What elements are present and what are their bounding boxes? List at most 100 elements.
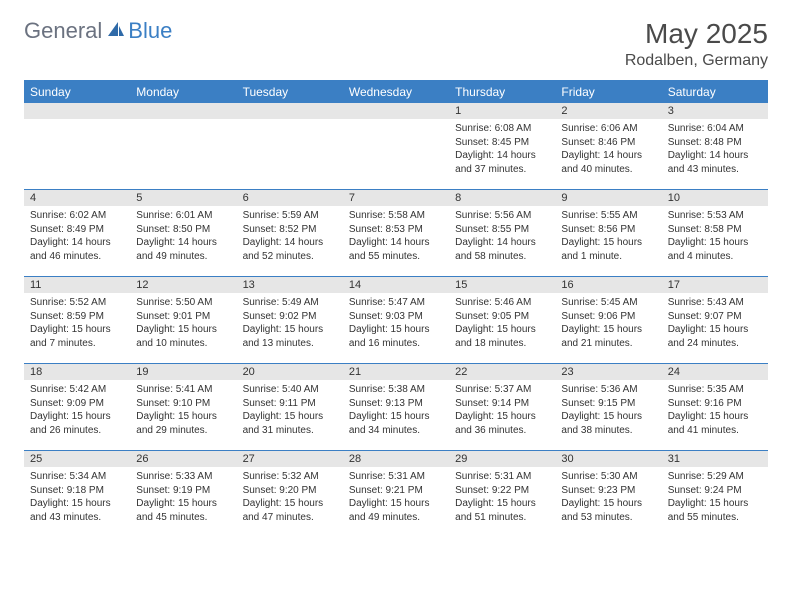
sunrise-text: Sunrise: 5:56 AM [455, 209, 549, 223]
daylight-text: Daylight: 14 hours and 37 minutes. [455, 149, 549, 176]
sunrise-text: Sunrise: 5:37 AM [455, 383, 549, 397]
day-details: Sunrise: 5:35 AMSunset: 9:16 PMDaylight:… [662, 380, 768, 441]
sunset-text: Sunset: 9:11 PM [243, 397, 337, 411]
day-number: 10 [662, 190, 768, 206]
day-cell: 16Sunrise: 5:45 AMSunset: 9:06 PMDayligh… [555, 277, 661, 363]
day-details: Sunrise: 5:49 AMSunset: 9:02 PMDaylight:… [237, 293, 343, 354]
sunset-text: Sunset: 9:23 PM [561, 484, 655, 498]
sunrise-text: Sunrise: 5:52 AM [30, 296, 124, 310]
dow-cell: Saturday [662, 81, 768, 103]
day-details: Sunrise: 5:45 AMSunset: 9:06 PMDaylight:… [555, 293, 661, 354]
sunrise-text: Sunrise: 5:29 AM [668, 470, 762, 484]
day-cell: 19Sunrise: 5:41 AMSunset: 9:10 PMDayligh… [130, 364, 236, 450]
sunset-text: Sunset: 9:01 PM [136, 310, 230, 324]
day-number: 7 [343, 190, 449, 206]
day-number: 31 [662, 451, 768, 467]
daylight-text: Daylight: 15 hours and 49 minutes. [349, 497, 443, 524]
day-details: Sunrise: 5:34 AMSunset: 9:18 PMDaylight:… [24, 467, 130, 528]
sunrise-text: Sunrise: 5:35 AM [668, 383, 762, 397]
sunset-text: Sunset: 9:02 PM [243, 310, 337, 324]
daylight-text: Daylight: 15 hours and 4 minutes. [668, 236, 762, 263]
day-cell: 12Sunrise: 5:50 AMSunset: 9:01 PMDayligh… [130, 277, 236, 363]
day-number: 3 [662, 103, 768, 119]
day-cell [24, 103, 130, 189]
day-details: Sunrise: 6:01 AMSunset: 8:50 PMDaylight:… [130, 206, 236, 267]
sunset-text: Sunset: 8:48 PM [668, 136, 762, 150]
day-cell: 17Sunrise: 5:43 AMSunset: 9:07 PMDayligh… [662, 277, 768, 363]
day-number: 5 [130, 190, 236, 206]
brand-general: General [24, 18, 102, 44]
weeks-container: 1Sunrise: 6:08 AMSunset: 8:45 PMDaylight… [24, 103, 768, 537]
sunset-text: Sunset: 9:15 PM [561, 397, 655, 411]
day-details: Sunrise: 5:53 AMSunset: 8:58 PMDaylight:… [662, 206, 768, 267]
day-details: Sunrise: 5:55 AMSunset: 8:56 PMDaylight:… [555, 206, 661, 267]
day-details: Sunrise: 6:04 AMSunset: 8:48 PMDaylight:… [662, 119, 768, 180]
day-cell: 7Sunrise: 5:58 AMSunset: 8:53 PMDaylight… [343, 190, 449, 276]
day-cell: 4Sunrise: 6:02 AMSunset: 8:49 PMDaylight… [24, 190, 130, 276]
title-block: May 2025 Rodalben, Germany [625, 18, 768, 70]
day-cell: 18Sunrise: 5:42 AMSunset: 9:09 PMDayligh… [24, 364, 130, 450]
daylight-text: Daylight: 14 hours and 40 minutes. [561, 149, 655, 176]
day-details: Sunrise: 6:06 AMSunset: 8:46 PMDaylight:… [555, 119, 661, 180]
day-number: 19 [130, 364, 236, 380]
daylight-text: Daylight: 15 hours and 55 minutes. [668, 497, 762, 524]
daylight-text: Daylight: 14 hours and 46 minutes. [30, 236, 124, 263]
daylight-text: Daylight: 15 hours and 41 minutes. [668, 410, 762, 437]
dow-cell: Friday [555, 81, 661, 103]
day-cell: 27Sunrise: 5:32 AMSunset: 9:20 PMDayligh… [237, 451, 343, 537]
day-cell: 29Sunrise: 5:31 AMSunset: 9:22 PMDayligh… [449, 451, 555, 537]
day-number: 18 [24, 364, 130, 380]
day-cell: 30Sunrise: 5:30 AMSunset: 9:23 PMDayligh… [555, 451, 661, 537]
sunrise-text: Sunrise: 5:31 AM [455, 470, 549, 484]
day-number: 15 [449, 277, 555, 293]
daylight-text: Daylight: 15 hours and 34 minutes. [349, 410, 443, 437]
day-cell: 3Sunrise: 6:04 AMSunset: 8:48 PMDaylight… [662, 103, 768, 189]
dow-cell: Sunday [24, 81, 130, 103]
daylight-text: Daylight: 15 hours and 13 minutes. [243, 323, 337, 350]
dow-cell: Wednesday [343, 81, 449, 103]
day-cell [237, 103, 343, 189]
sunset-text: Sunset: 8:46 PM [561, 136, 655, 150]
daylight-text: Daylight: 15 hours and 53 minutes. [561, 497, 655, 524]
daylight-text: Daylight: 15 hours and 24 minutes. [668, 323, 762, 350]
day-cell: 1Sunrise: 6:08 AMSunset: 8:45 PMDaylight… [449, 103, 555, 189]
dow-cell: Monday [130, 81, 236, 103]
daylight-text: Daylight: 15 hours and 47 minutes. [243, 497, 337, 524]
daylight-text: Daylight: 15 hours and 31 minutes. [243, 410, 337, 437]
day-details: Sunrise: 5:56 AMSunset: 8:55 PMDaylight:… [449, 206, 555, 267]
sunrise-text: Sunrise: 6:08 AM [455, 122, 549, 136]
sunrise-text: Sunrise: 5:50 AM [136, 296, 230, 310]
sunset-text: Sunset: 8:49 PM [30, 223, 124, 237]
sunrise-text: Sunrise: 5:41 AM [136, 383, 230, 397]
sunset-text: Sunset: 8:45 PM [455, 136, 549, 150]
sunrise-text: Sunrise: 5:32 AM [243, 470, 337, 484]
day-cell: 26Sunrise: 5:33 AMSunset: 9:19 PMDayligh… [130, 451, 236, 537]
sunset-text: Sunset: 8:58 PM [668, 223, 762, 237]
day-details: Sunrise: 5:59 AMSunset: 8:52 PMDaylight:… [237, 206, 343, 267]
header: General Blue May 2025 Rodalben, Germany [24, 18, 768, 70]
sunrise-text: Sunrise: 6:06 AM [561, 122, 655, 136]
sunrise-text: Sunrise: 5:59 AM [243, 209, 337, 223]
sunset-text: Sunset: 8:55 PM [455, 223, 549, 237]
sunset-text: Sunset: 9:09 PM [30, 397, 124, 411]
sunrise-text: Sunrise: 6:04 AM [668, 122, 762, 136]
week-row: 18Sunrise: 5:42 AMSunset: 9:09 PMDayligh… [24, 363, 768, 450]
sunrise-text: Sunrise: 5:46 AM [455, 296, 549, 310]
day-number: 28 [343, 451, 449, 467]
day-number: 14 [343, 277, 449, 293]
sunset-text: Sunset: 8:56 PM [561, 223, 655, 237]
day-cell [130, 103, 236, 189]
sunrise-text: Sunrise: 5:40 AM [243, 383, 337, 397]
day-details: Sunrise: 5:50 AMSunset: 9:01 PMDaylight:… [130, 293, 236, 354]
sunrise-text: Sunrise: 6:01 AM [136, 209, 230, 223]
sunrise-text: Sunrise: 5:47 AM [349, 296, 443, 310]
day-number: 12 [130, 277, 236, 293]
day-number [24, 103, 130, 119]
day-number: 13 [237, 277, 343, 293]
sunrise-text: Sunrise: 5:43 AM [668, 296, 762, 310]
day-number: 9 [555, 190, 661, 206]
sunrise-text: Sunrise: 5:55 AM [561, 209, 655, 223]
sunset-text: Sunset: 9:21 PM [349, 484, 443, 498]
day-number: 11 [24, 277, 130, 293]
daylight-text: Daylight: 15 hours and 36 minutes. [455, 410, 549, 437]
